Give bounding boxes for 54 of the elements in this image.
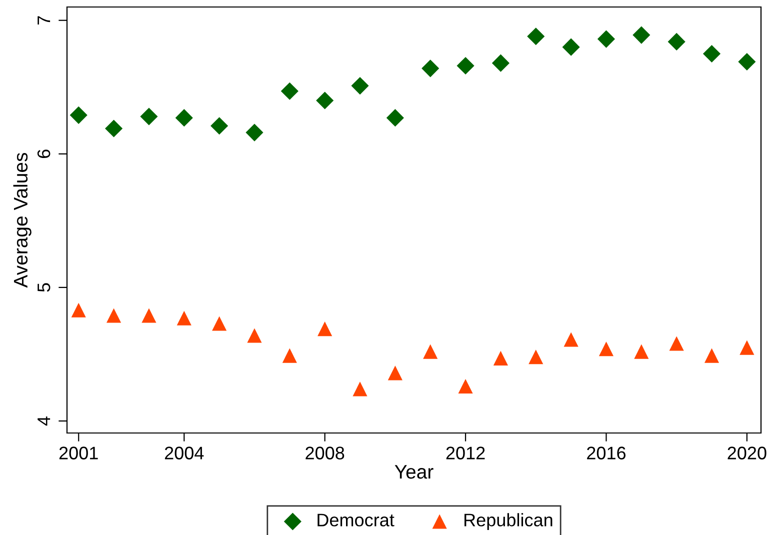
point (634, 344, 649, 359)
point (210, 117, 228, 135)
point (71, 302, 86, 318)
point (704, 348, 720, 363)
y-tick-label: 5 (38, 283, 50, 292)
point (316, 92, 334, 110)
y-tick-label: 4 (38, 416, 50, 426)
point (493, 350, 508, 366)
point (740, 340, 754, 355)
x-tick-label: 2008 (306, 446, 344, 460)
point (388, 366, 402, 380)
point (562, 38, 580, 56)
point (668, 32, 686, 51)
point (597, 30, 616, 48)
x-tick-label: 2001 (59, 446, 98, 460)
point (212, 316, 227, 331)
point (632, 26, 650, 44)
point (738, 52, 756, 71)
point (528, 350, 544, 364)
point (527, 28, 545, 46)
x-tick-label: 2004 (164, 446, 204, 460)
point (702, 44, 721, 63)
point (282, 348, 297, 363)
point (492, 54, 510, 72)
point (70, 106, 88, 124)
point (386, 109, 404, 127)
y-axis-title: Average Values (13, 152, 32, 288)
point (423, 344, 438, 359)
point (280, 82, 298, 100)
x-tick-label: 2020 (728, 446, 766, 460)
x-tick-label: 2012 (446, 446, 485, 460)
y-tick-label: 7 (38, 16, 50, 24)
point (247, 328, 262, 343)
point (564, 332, 578, 347)
point (318, 322, 332, 336)
point (176, 310, 192, 326)
point (140, 108, 158, 126)
x-tick-label: 2016 (587, 446, 626, 460)
point (106, 308, 122, 323)
legend-label: Democrat (318, 514, 394, 526)
legend-label: Republican (464, 513, 552, 530)
point (142, 308, 156, 323)
point (352, 382, 368, 396)
point (175, 109, 193, 127)
y-tick-label: 6 (37, 150, 50, 158)
point (351, 77, 369, 95)
point (598, 342, 614, 356)
point (669, 336, 684, 351)
point (246, 124, 264, 142)
point (422, 60, 440, 78)
point (456, 56, 474, 75)
x-axis-title: Year (394, 465, 434, 479)
point (458, 378, 473, 394)
point (105, 120, 123, 138)
